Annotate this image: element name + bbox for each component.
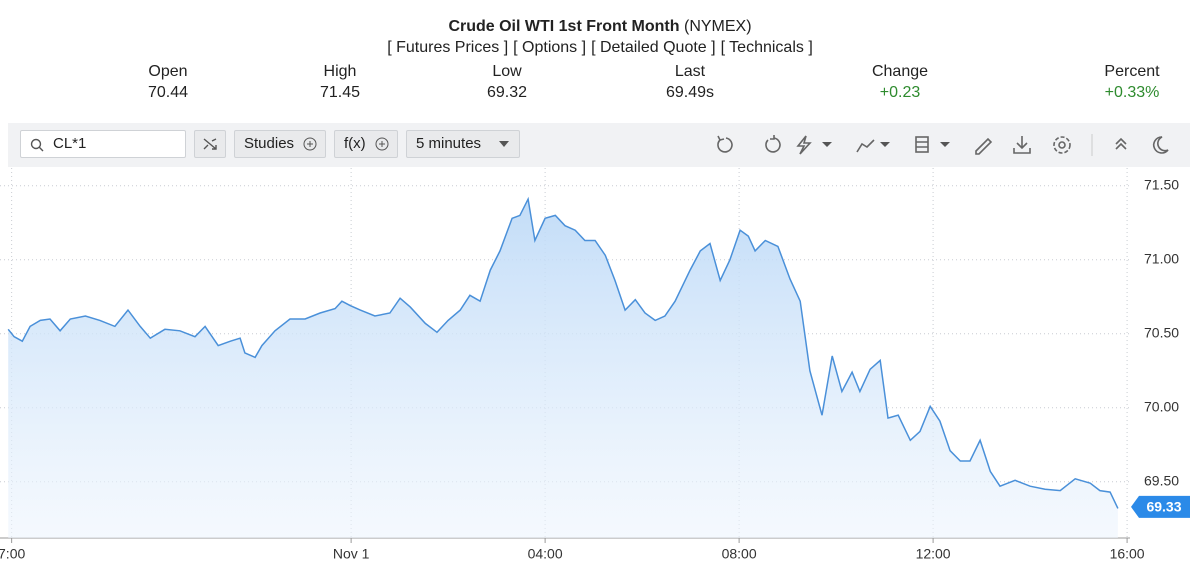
x-tick-label: 7:00	[0, 546, 25, 562]
stat-value: 69.32	[486, 84, 528, 101]
stat: Last 69.49s	[620, 61, 760, 103]
quote-link[interactable]: [ Technicals ]	[720, 39, 813, 56]
chart-type-icon[interactable]	[856, 139, 875, 153]
interval-button[interactable]: 5 minutes	[406, 130, 520, 158]
draw-icon[interactable]	[975, 137, 993, 155]
settings-icon[interactable]	[1058, 141, 1066, 149]
download-icon[interactable]	[1013, 136, 1031, 154]
stat: High 71.45	[270, 61, 410, 103]
price-line	[7, 196, 1119, 509]
symbol-input[interactable]: CL*1	[20, 130, 186, 158]
stat-label: Open	[148, 63, 188, 80]
stat: Open 70.44	[98, 61, 238, 103]
stat-value: 69.49s	[665, 84, 715, 101]
plus-icon	[375, 137, 389, 151]
last-price-tag	[1131, 495, 1190, 518]
y-tick-label: 69.50	[1144, 472, 1179, 488]
x-tick-label: Nov 1	[333, 546, 370, 562]
compare-button[interactable]	[194, 130, 226, 158]
exchange: (NYMEX)	[683, 18, 752, 35]
quote-link[interactable]: [ Detailed Quote ]	[591, 39, 716, 56]
stat: Low 69.32	[437, 61, 577, 103]
stat-label: High	[323, 63, 357, 80]
area-fill	[8, 199, 1118, 538]
collapse-icon[interactable]	[1115, 137, 1127, 150]
plus-icon	[303, 137, 317, 151]
stat-label: Last	[674, 63, 706, 80]
quote-link[interactable]: [ Futures Prices ]	[387, 39, 509, 56]
shuffle-icon	[203, 138, 217, 150]
symbol: CL*1	[53, 135, 87, 152]
theme-icon[interactable]	[1153, 136, 1169, 154]
y-tick-label: 71.50	[1144, 176, 1179, 192]
search-icon	[30, 138, 44, 152]
chart: 69.50 70.00 70.50 71.00 71.50 7:00 Nov 1 04:00 0…	[0, 168, 1190, 562]
x-tick-label: 08:00	[722, 546, 757, 562]
fx-button[interactable]: f(x)	[334, 130, 398, 158]
stat-value: +0.23	[879, 84, 921, 101]
redo-icon[interactable]	[765, 137, 781, 153]
stat-label: Low	[492, 63, 522, 80]
toolbar: CL*1 Studies f(x) 5 minutes	[8, 123, 1190, 167]
x-tick-label: 16:00	[1110, 546, 1145, 562]
links: [ Futures Prices ][ Options ][ Detailed …	[0, 39, 1200, 57]
caret	[499, 141, 509, 147]
studies-button[interactable]: Studies	[234, 130, 326, 158]
x-tick-label: 04:00	[528, 546, 563, 562]
layout-icon[interactable]	[915, 136, 929, 153]
stat: Percent +0.33%	[1062, 61, 1200, 103]
y-tick-label: 70.50	[1144, 324, 1179, 340]
stat: Change +0.23	[830, 61, 970, 103]
flash-icon[interactable]	[796, 135, 812, 155]
stat-value: 71.45	[319, 84, 361, 101]
stat-label: Percent	[1104, 63, 1160, 80]
stat-value: 70.44	[147, 84, 189, 101]
y-tick-label: 71.00	[1144, 250, 1179, 266]
studies: Studies	[244, 135, 295, 152]
last-price-label: 69.33	[1146, 499, 1181, 515]
y-tick-label: 70.00	[1144, 398, 1179, 414]
stat-value: +0.33%	[1104, 84, 1160, 101]
toolbar-icons	[717, 134, 1169, 156]
x-tick-label: 12:00	[916, 546, 951, 562]
stat-label: Change	[871, 63, 929, 80]
interval: 5 minutes	[416, 135, 482, 152]
quote-link[interactable]: [ Options ]	[513, 39, 587, 56]
title: Crude Oil WTI 1st Front Month	[448, 18, 680, 35]
quote-title: Crude Oil WTI 1st Front Month (NYMEX)	[0, 18, 1200, 36]
undo-icon[interactable]	[717, 137, 733, 153]
fx: f(x)	[344, 135, 366, 152]
